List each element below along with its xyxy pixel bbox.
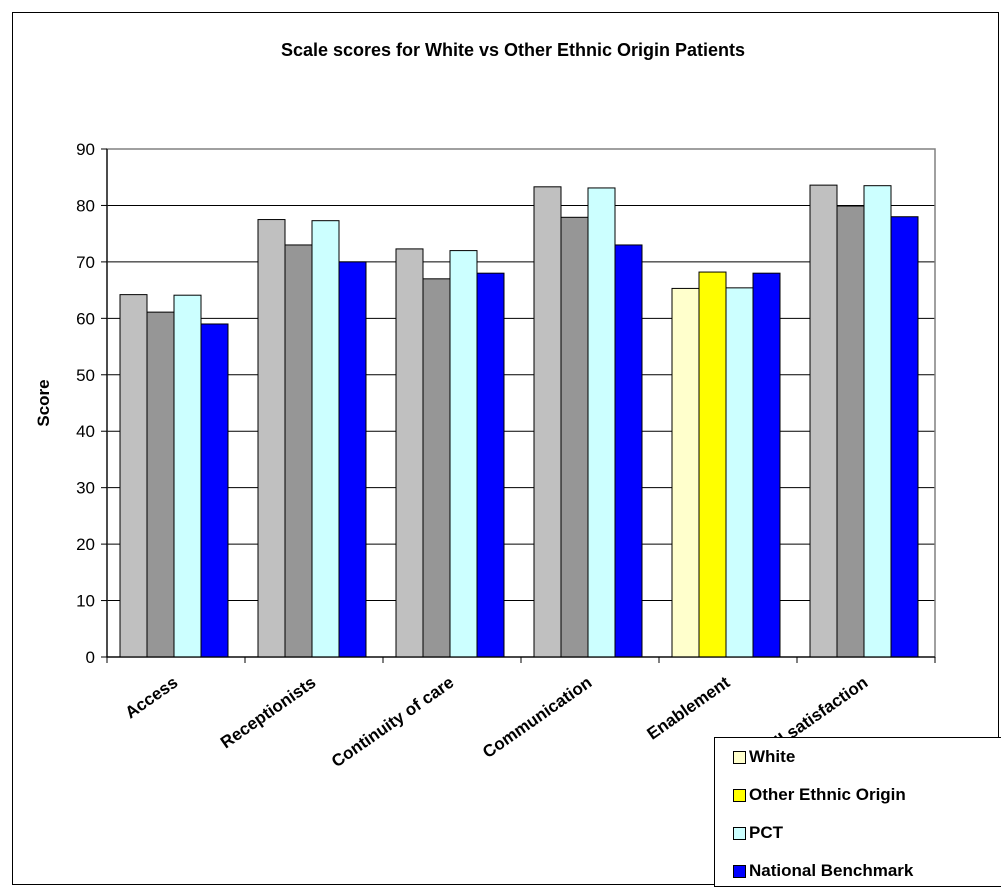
- y-tick-label: 80: [76, 196, 95, 215]
- bar: [119, 294, 148, 658]
- bar: [863, 185, 892, 658]
- bar: [395, 248, 424, 658]
- legend-swatch-other-ethnic-origin: [733, 788, 746, 802]
- legend-label: White: [749, 747, 796, 766]
- bar: [587, 187, 616, 658]
- bar: [311, 220, 340, 658]
- gridlines: [107, 148, 935, 602]
- bar: [890, 216, 919, 658]
- legend-label: Other Ethnic Origin: [749, 785, 906, 804]
- bar: [752, 272, 781, 658]
- x-tick-label: Enablement: [643, 673, 733, 744]
- y-tick-label: 10: [76, 592, 95, 611]
- legend-item-pct: PCT: [733, 822, 783, 844]
- legend-swatch-white: [733, 750, 746, 764]
- legend-swatch-pct: [733, 826, 746, 840]
- x-tick-label: Communication: [479, 673, 595, 762]
- legend-item-other-ethnic-origin: Other Ethnic Origin: [733, 784, 906, 806]
- y-tick-label: 30: [76, 479, 95, 498]
- y-tick-label: 60: [76, 309, 95, 328]
- bar: [560, 216, 589, 658]
- legend-item-national-benchmark: National Benchmark: [733, 860, 913, 882]
- bar: [671, 287, 700, 658]
- y-tick-label: 70: [76, 253, 95, 272]
- bar: [284, 244, 313, 658]
- y-tick-labels: 0 10 20 30 40 50 60 70 80 90: [76, 140, 95, 667]
- bar: [809, 184, 838, 658]
- bars: [119, 184, 919, 658]
- y-tick-label: 40: [76, 422, 95, 441]
- bar: [614, 244, 643, 658]
- bar: [200, 323, 229, 658]
- legend-label: National Benchmark: [749, 861, 914, 880]
- y-axis-label: Score: [34, 379, 53, 426]
- legend: White Other Ethnic Origin PCT National B…: [714, 737, 1001, 887]
- bar: [449, 250, 478, 658]
- x-tick-label: Continuity of care: [328, 673, 457, 771]
- bar: [338, 261, 367, 658]
- bar: [173, 294, 202, 658]
- bar: [698, 271, 727, 658]
- bar: [257, 219, 286, 658]
- chart-title: Scale scores for White vs Other Ethnic O…: [281, 40, 745, 60]
- x-tick-label: Receptionists: [217, 673, 319, 753]
- legend-item-white: White: [733, 746, 795, 768]
- bar: [146, 311, 175, 658]
- x-tick-label: Access: [122, 673, 182, 723]
- bar: [533, 186, 562, 658]
- axes: [101, 148, 936, 663]
- y-tick-label: 20: [76, 535, 95, 554]
- legend-label: PCT: [749, 823, 783, 842]
- bar: [422, 278, 451, 658]
- bar: [836, 205, 865, 658]
- legend-swatch-national-benchmark: [733, 864, 746, 878]
- y-tick-label: 0: [86, 648, 95, 667]
- bar: [476, 272, 505, 658]
- bar: [725, 287, 754, 658]
- y-tick-label: 90: [76, 140, 95, 159]
- y-tick-label: 50: [76, 366, 95, 385]
